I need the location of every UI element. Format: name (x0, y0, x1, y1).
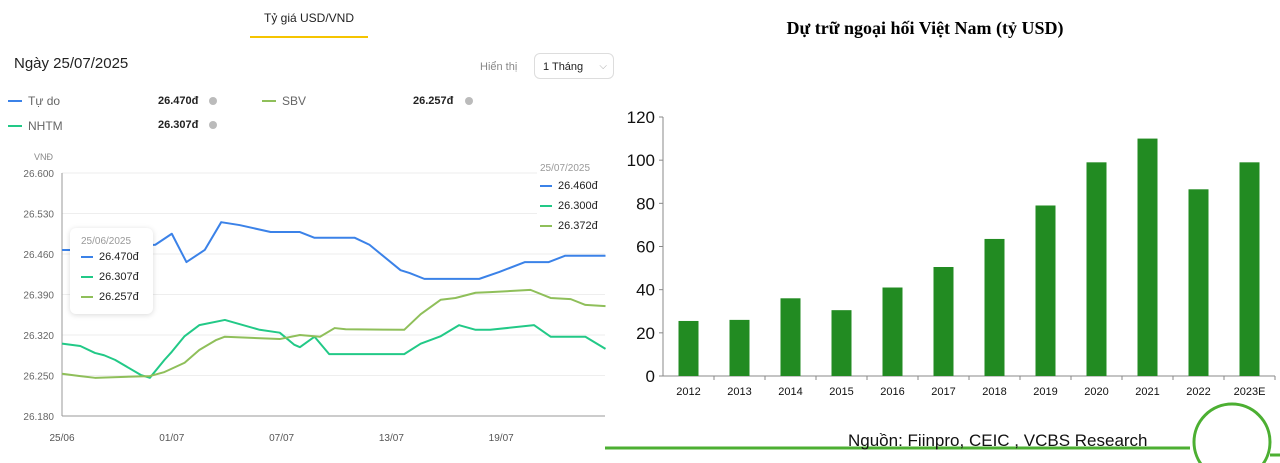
series-line-nhtm (61, 318, 607, 379)
x-tick-label: 2020 (1084, 386, 1108, 398)
tooltip-date: 25/07/2025 (540, 163, 591, 174)
source-decoration (605, 402, 1280, 463)
page-date: Ngày 25/07/2025 (14, 55, 129, 72)
legend-label-nhtm: NHTM (28, 119, 63, 133)
x-tick-label: 19/07 (489, 433, 514, 444)
period-value: 1 Tháng (543, 61, 584, 73)
bar-chart-title: Dự trữ ngoại hối Việt Nam (tỷ USD) (786, 18, 1064, 38)
bar-2015 (831, 310, 852, 376)
tooltip-row-tudo: 26.460đ (540, 176, 607, 196)
legend-swatch-sbv (262, 100, 276, 102)
bar-2013 (729, 319, 750, 376)
tooltip-row-nhtm: 26.307đ (81, 267, 153, 287)
x-tick-label: 2017 (931, 386, 955, 398)
x-tick-label: 07/07 (269, 433, 294, 444)
y-tick-label: 60 (636, 238, 655, 257)
y-tick-label: 0 (646, 367, 655, 386)
y-tick-label: 26.460 (23, 250, 54, 261)
decorative-circle (1192, 402, 1272, 463)
bar-2019 (1035, 205, 1056, 376)
legend-label-tudo: Tự do (28, 94, 61, 108)
period-select[interactable]: 1 Tháng ⌵ (534, 53, 614, 79)
tooltip-date: 25/06/2025 (81, 236, 132, 247)
tab-usd-vnd[interactable]: Tỷ giá USD/VND (250, 8, 368, 38)
legend-swatch-nhtm (8, 125, 22, 127)
chevron-down-icon: ⌵ (599, 61, 607, 72)
y-tick-label: 26.180 (23, 412, 54, 423)
legend-label-sbv: SBV (282, 94, 307, 108)
bar-2016 (882, 287, 903, 376)
legend-swatch-tudo (8, 100, 22, 102)
y-tick-label: 26.600 (23, 169, 54, 180)
tooltip-end: 25/07/2025 26.460đ 26.300đ 26.372đ (537, 163, 607, 243)
x-tick-label: 13/07 (379, 433, 404, 444)
reserves-bar-chart: 0 20 40 60 80 100 120 2012 2013 2014 2015 2016 2017 2… (627, 108, 1276, 398)
y-tick-label: 26.530 (23, 210, 54, 221)
tab-label: Tỷ giá USD/VND (263, 11, 355, 25)
y-tick-label: 120 (627, 108, 655, 127)
x-tick-label: 2018 (982, 386, 1006, 398)
bar-2012 (678, 320, 699, 376)
bar-2023E (1239, 162, 1260, 376)
info-icon[interactable] (465, 97, 473, 105)
y-tick-label: 20 (636, 324, 655, 343)
y-axis-label: VNĐ (34, 152, 54, 162)
x-tick-label: 2023E (1234, 386, 1266, 398)
y-tick-label: 26.320 (23, 331, 54, 342)
tooltip-row-nhtm: 26.300đ (540, 196, 607, 216)
show-label: Hiển thị (480, 61, 518, 73)
y-tick-label: 26.250 (23, 372, 54, 383)
bar-2020 (1086, 162, 1107, 376)
bar-2014 (780, 298, 801, 376)
y-tick-label: 40 (636, 281, 655, 300)
x-tick-label: 2021 (1135, 386, 1159, 398)
x-tick-label: 2016 (880, 386, 904, 398)
info-icon[interactable] (209, 121, 217, 129)
y-tick-label: 26.390 (23, 291, 54, 302)
y-tick-label: 80 (636, 194, 655, 213)
tooltip-row-sbv: 26.372đ (540, 216, 607, 236)
legend-value-tudo: 26.470đ (158, 95, 199, 107)
x-tick-label: 25/06 (49, 433, 74, 444)
legend-value-sbv: 26.257đ (413, 95, 454, 107)
x-tick-label: 01/07 (159, 433, 184, 444)
x-tick-label: 2013 (727, 386, 751, 398)
x-tick-label: 2012 (676, 386, 700, 398)
tooltip-row-tudo: 26.470đ (81, 247, 153, 267)
tooltip-row-sbv: 26.257đ (81, 287, 153, 307)
bar-2021 (1137, 138, 1158, 376)
tooltip-start: 25/06/2025 26.470đ 26.307đ 26.257đ (70, 228, 153, 314)
x-tick-label: 2015 (829, 386, 853, 398)
source-note: Nguồn: Fiinpro, CEIC , VCBS Research (848, 431, 1148, 450)
x-tick-label: 2022 (1186, 386, 1210, 398)
x-tick-label: 2019 (1033, 386, 1057, 398)
bar-2022 (1188, 189, 1209, 376)
info-icon[interactable] (209, 97, 217, 105)
x-tick-label: 2014 (778, 386, 802, 398)
series-line-tự-do (62, 221, 606, 280)
legend-value-nhtm: 26.307đ (158, 119, 199, 131)
bar-2017 (933, 267, 954, 376)
y-tick-label: 100 (627, 151, 655, 170)
bar-2018 (984, 238, 1005, 376)
exchange-rate-line-chart: VNĐ 26.600 26.530 26.460 26.390 26.320 26.250… (23, 152, 607, 444)
series-line-sbv (61, 288, 606, 379)
